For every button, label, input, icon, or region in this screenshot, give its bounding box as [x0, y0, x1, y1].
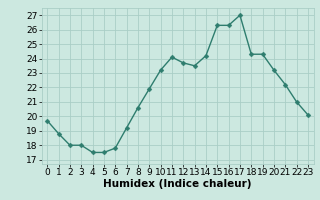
X-axis label: Humidex (Indice chaleur): Humidex (Indice chaleur) — [103, 179, 252, 189]
